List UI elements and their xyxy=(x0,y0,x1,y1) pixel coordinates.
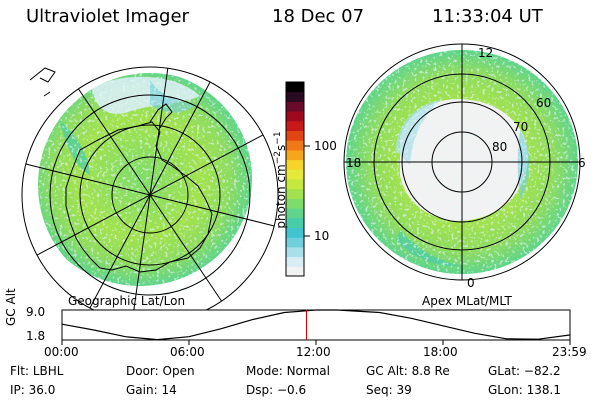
alt-xtick-2359: 23:59 xyxy=(552,345,587,359)
colorbar-unit-label: photon cm−2s−1 xyxy=(273,110,288,250)
geographic-label: Geographic Lat/Lon xyxy=(68,294,186,308)
meta-gc-alt: GC Alt: 8.8 Re xyxy=(366,364,450,378)
colorbar-segment xyxy=(286,256,304,267)
colorbar-segment xyxy=(286,217,304,228)
colorbar-segment xyxy=(286,188,304,199)
colorbar-segment xyxy=(286,169,304,180)
date-label: 18 Dec 07 xyxy=(272,6,365,27)
meta-mode: Mode: Normal xyxy=(246,364,330,378)
colorbar-segment xyxy=(286,101,304,112)
unit-base: photon cm xyxy=(274,164,288,229)
mlat-label-70: 70 xyxy=(513,120,529,134)
mlt-label-0: 0 xyxy=(467,276,475,290)
alt-xtick-1200: 12:00 xyxy=(296,345,331,359)
altitude-panel xyxy=(61,309,571,345)
colorbar-segment xyxy=(286,82,304,93)
colorbar-segment xyxy=(286,208,304,219)
unit-exp2: −1 xyxy=(273,131,283,145)
alt-ytick-1-8: 1.8 xyxy=(26,329,46,343)
colorbar-segment xyxy=(286,149,304,161)
alt-xtick-0600: 06:00 xyxy=(170,345,205,359)
altitude-line xyxy=(61,309,570,341)
colorbar-segment xyxy=(286,179,304,190)
magnetic-map xyxy=(343,43,581,281)
colorbar-segment xyxy=(286,246,304,258)
alt-xtick-1800: 18:00 xyxy=(423,345,458,359)
meta-dsp: Dsp: −0.6 xyxy=(246,383,307,397)
colorbar xyxy=(286,82,304,277)
instrument-title: Ultraviolet Imager xyxy=(26,6,189,27)
meta-gain: Gain: 14 xyxy=(126,383,177,397)
meta-ip: IP: 36.0 xyxy=(10,383,56,397)
colorbar-segment xyxy=(286,111,304,122)
mlat-label-60: 60 xyxy=(536,96,552,110)
geographic-map xyxy=(21,66,279,324)
colorbar-tick-10: 10 xyxy=(314,229,330,243)
magnetic-label: Apex MLat/MLT xyxy=(422,294,512,308)
unit-s: s xyxy=(274,144,288,151)
colorbar-segment xyxy=(286,130,304,141)
colorbar-segment xyxy=(286,120,304,131)
colorbar-segment xyxy=(286,198,304,209)
mlat-label-80: 80 xyxy=(492,140,508,154)
meta-glat: GLat: −82.2 xyxy=(488,364,561,378)
meta-glon: GLon: 138.1 xyxy=(488,383,561,397)
meridian-line xyxy=(131,68,169,322)
colorbar-tick-100: 100 xyxy=(314,139,337,153)
colorbar-segment xyxy=(286,91,304,102)
colorbar-segment xyxy=(286,159,304,170)
meta-flt: Flt: LBHL xyxy=(10,364,64,378)
colorbar-segment xyxy=(286,140,304,151)
alt-ylabel: GC Alt xyxy=(4,288,18,326)
meta-door: Door: Open xyxy=(126,364,195,378)
meta-seq: Seq: 39 xyxy=(366,383,412,397)
mlt-label-18: 18 xyxy=(346,156,362,170)
unit-exp1: −2 xyxy=(273,150,283,165)
coastline-antarctica xyxy=(65,121,213,273)
alt-xtick-0000: 00:00 xyxy=(44,345,79,359)
colorbar-segment xyxy=(286,227,304,238)
alt-ytick-9: 9.0 xyxy=(26,305,46,319)
mlt-label-12: 12 xyxy=(478,46,494,60)
mlt-label-6: 6 xyxy=(578,156,586,170)
time-label: 11:33:04 UT xyxy=(432,6,543,27)
colorbar-segment xyxy=(286,237,304,248)
colorbar-segment xyxy=(286,266,304,277)
